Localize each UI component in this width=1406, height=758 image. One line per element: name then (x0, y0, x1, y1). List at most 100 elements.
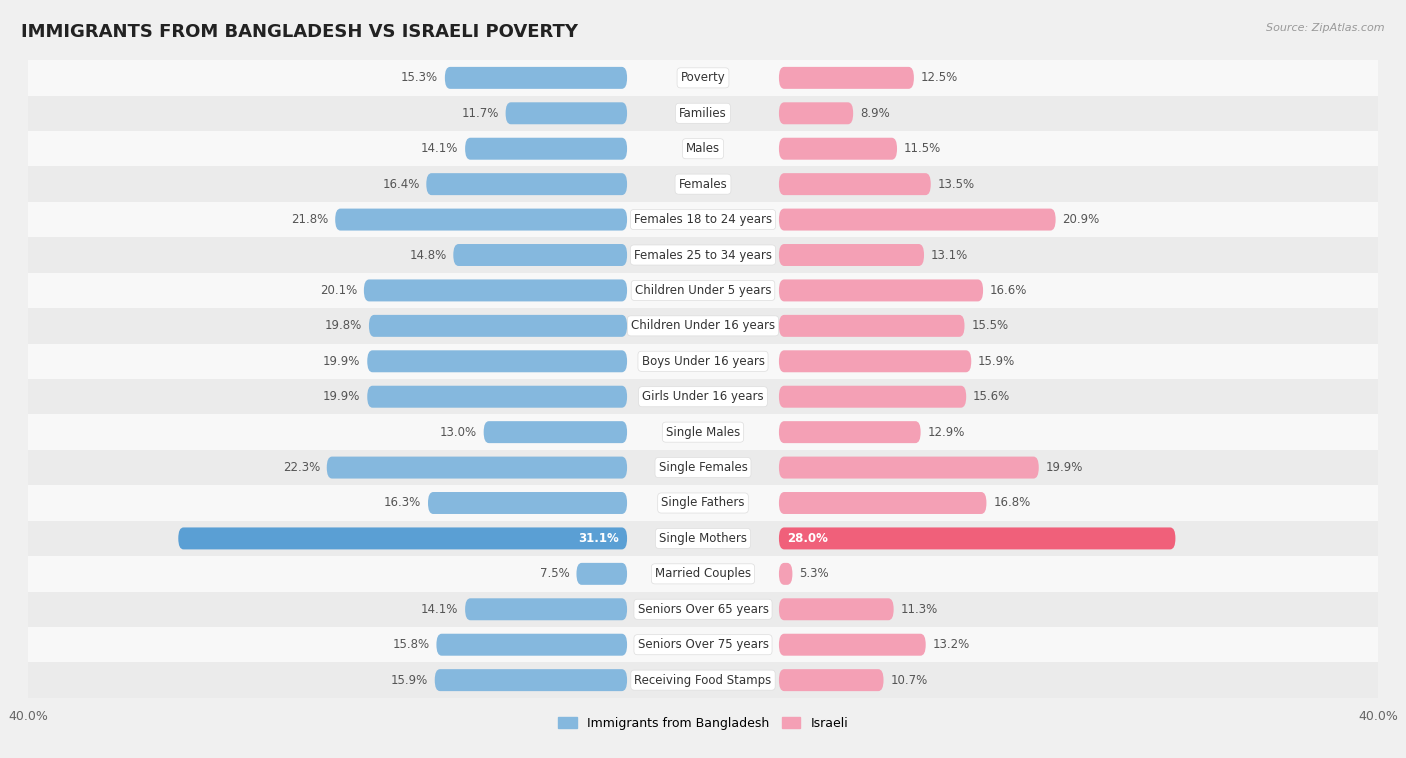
FancyBboxPatch shape (779, 102, 853, 124)
FancyBboxPatch shape (779, 280, 983, 302)
Text: 15.3%: 15.3% (401, 71, 439, 84)
Text: 8.9%: 8.9% (860, 107, 890, 120)
Text: 16.6%: 16.6% (990, 284, 1028, 297)
FancyBboxPatch shape (779, 456, 1039, 478)
Text: 21.8%: 21.8% (291, 213, 329, 226)
Text: 19.9%: 19.9% (323, 390, 360, 403)
Text: Poverty: Poverty (681, 71, 725, 84)
Text: Source: ZipAtlas.com: Source: ZipAtlas.com (1267, 23, 1385, 33)
Text: 13.1%: 13.1% (931, 249, 967, 262)
Text: 5.3%: 5.3% (799, 567, 828, 581)
Text: 19.9%: 19.9% (1046, 461, 1083, 474)
Text: 22.3%: 22.3% (283, 461, 321, 474)
FancyBboxPatch shape (465, 138, 627, 160)
FancyBboxPatch shape (11, 521, 1395, 556)
FancyBboxPatch shape (11, 60, 1395, 96)
FancyBboxPatch shape (11, 309, 1395, 343)
FancyBboxPatch shape (779, 315, 965, 337)
Text: 15.6%: 15.6% (973, 390, 1010, 403)
Text: 19.8%: 19.8% (325, 319, 363, 332)
Text: Females 25 to 34 years: Females 25 to 34 years (634, 249, 772, 262)
Text: Boys Under 16 years: Boys Under 16 years (641, 355, 765, 368)
Text: Families: Families (679, 107, 727, 120)
FancyBboxPatch shape (779, 67, 914, 89)
FancyBboxPatch shape (484, 421, 627, 443)
Text: 11.7%: 11.7% (461, 107, 499, 120)
Text: 15.9%: 15.9% (391, 674, 427, 687)
FancyBboxPatch shape (444, 67, 627, 89)
Text: 7.5%: 7.5% (540, 567, 569, 581)
Text: Single Females: Single Females (658, 461, 748, 474)
FancyBboxPatch shape (465, 598, 627, 620)
FancyBboxPatch shape (11, 202, 1395, 237)
FancyBboxPatch shape (367, 350, 627, 372)
Legend: Immigrants from Bangladesh, Israeli: Immigrants from Bangladesh, Israeli (553, 712, 853, 735)
Text: Single Fathers: Single Fathers (661, 496, 745, 509)
Text: Girls Under 16 years: Girls Under 16 years (643, 390, 763, 403)
FancyBboxPatch shape (779, 563, 793, 585)
FancyBboxPatch shape (506, 102, 627, 124)
FancyBboxPatch shape (779, 669, 883, 691)
Text: 11.5%: 11.5% (904, 143, 941, 155)
FancyBboxPatch shape (11, 627, 1395, 662)
Text: 13.0%: 13.0% (440, 426, 477, 439)
Text: 12.5%: 12.5% (921, 71, 957, 84)
Text: Single Mothers: Single Mothers (659, 532, 747, 545)
Text: 28.0%: 28.0% (787, 532, 828, 545)
Text: 15.8%: 15.8% (392, 638, 430, 651)
Text: Children Under 16 years: Children Under 16 years (631, 319, 775, 332)
FancyBboxPatch shape (779, 208, 1056, 230)
FancyBboxPatch shape (11, 343, 1395, 379)
Text: Females 18 to 24 years: Females 18 to 24 years (634, 213, 772, 226)
FancyBboxPatch shape (427, 492, 627, 514)
Text: 15.5%: 15.5% (972, 319, 1008, 332)
FancyBboxPatch shape (11, 591, 1395, 627)
Text: Females: Females (679, 177, 727, 191)
Text: 20.9%: 20.9% (1063, 213, 1099, 226)
FancyBboxPatch shape (11, 485, 1395, 521)
FancyBboxPatch shape (779, 244, 924, 266)
Text: Receiving Food Stamps: Receiving Food Stamps (634, 674, 772, 687)
Text: 15.9%: 15.9% (979, 355, 1015, 368)
Text: Children Under 5 years: Children Under 5 years (634, 284, 772, 297)
FancyBboxPatch shape (179, 528, 627, 550)
FancyBboxPatch shape (779, 173, 931, 195)
FancyBboxPatch shape (436, 634, 627, 656)
Text: 20.1%: 20.1% (321, 284, 357, 297)
Text: 14.1%: 14.1% (420, 603, 458, 615)
Text: Married Couples: Married Couples (655, 567, 751, 581)
FancyBboxPatch shape (11, 167, 1395, 202)
FancyBboxPatch shape (11, 131, 1395, 167)
Text: 13.2%: 13.2% (932, 638, 970, 651)
FancyBboxPatch shape (11, 556, 1395, 591)
Text: Single Males: Single Males (666, 426, 740, 439)
FancyBboxPatch shape (11, 273, 1395, 309)
Text: Seniors Over 75 years: Seniors Over 75 years (637, 638, 769, 651)
Text: Males: Males (686, 143, 720, 155)
Text: 10.7%: 10.7% (890, 674, 928, 687)
FancyBboxPatch shape (335, 208, 627, 230)
FancyBboxPatch shape (779, 634, 925, 656)
FancyBboxPatch shape (11, 237, 1395, 273)
FancyBboxPatch shape (779, 598, 894, 620)
FancyBboxPatch shape (426, 173, 627, 195)
Text: IMMIGRANTS FROM BANGLADESH VS ISRAELI POVERTY: IMMIGRANTS FROM BANGLADESH VS ISRAELI PO… (21, 23, 578, 41)
FancyBboxPatch shape (326, 456, 627, 478)
FancyBboxPatch shape (576, 563, 627, 585)
FancyBboxPatch shape (11, 379, 1395, 415)
FancyBboxPatch shape (11, 96, 1395, 131)
Text: Seniors Over 65 years: Seniors Over 65 years (637, 603, 769, 615)
Text: 31.1%: 31.1% (578, 532, 619, 545)
Text: 16.3%: 16.3% (384, 496, 422, 509)
FancyBboxPatch shape (434, 669, 627, 691)
FancyBboxPatch shape (367, 386, 627, 408)
FancyBboxPatch shape (364, 280, 627, 302)
FancyBboxPatch shape (779, 421, 921, 443)
Text: 16.8%: 16.8% (993, 496, 1031, 509)
FancyBboxPatch shape (11, 662, 1395, 698)
FancyBboxPatch shape (11, 415, 1395, 449)
FancyBboxPatch shape (779, 138, 897, 160)
Text: 12.9%: 12.9% (928, 426, 965, 439)
FancyBboxPatch shape (453, 244, 627, 266)
Text: 14.8%: 14.8% (409, 249, 447, 262)
